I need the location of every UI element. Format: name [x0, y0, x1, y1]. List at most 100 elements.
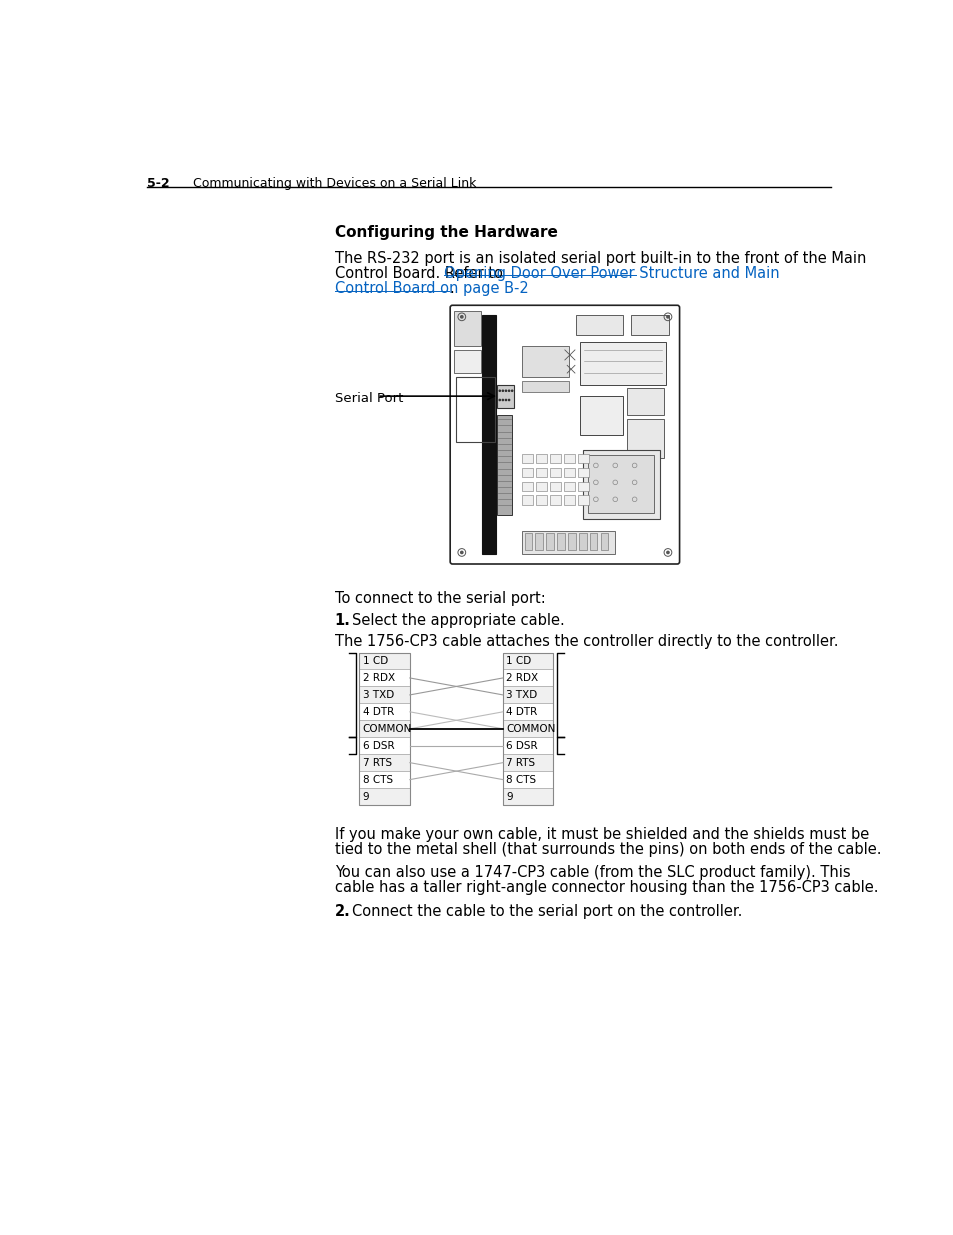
Text: The 1756-CP3 cable attaches the controller directly to the controller.: The 1756-CP3 cable attaches the controll…: [335, 634, 838, 650]
Bar: [567, 534, 575, 550]
Bar: [536, 495, 546, 505]
Circle shape: [460, 551, 462, 553]
Bar: [454, 350, 480, 373]
Bar: [546, 534, 554, 550]
Bar: [502, 771, 553, 788]
Bar: [502, 652, 553, 805]
Bar: [456, 377, 495, 442]
Text: 1.: 1.: [335, 613, 350, 627]
Bar: [521, 468, 533, 477]
Text: 9: 9: [362, 792, 369, 802]
Bar: [626, 389, 663, 415]
Bar: [550, 454, 560, 463]
Bar: [502, 669, 553, 687]
Text: 4 DTR: 4 DTR: [505, 708, 537, 718]
Bar: [502, 788, 553, 805]
Text: 9: 9: [505, 792, 512, 802]
Bar: [563, 482, 575, 490]
Bar: [502, 704, 553, 720]
Text: Serial Port: Serial Port: [335, 391, 403, 405]
Bar: [502, 737, 553, 755]
Text: Connect the cable to the serial port on the controller.: Connect the cable to the serial port on …: [352, 904, 741, 919]
Text: You can also use a 1747-CP3 cable (from the SLC product family). This: You can also use a 1747-CP3 cable (from …: [335, 864, 849, 881]
Bar: [589, 534, 597, 550]
Text: 7 RTS: 7 RTS: [362, 758, 392, 768]
Text: 3 TXD: 3 TXD: [362, 690, 394, 700]
Bar: [578, 454, 588, 463]
Bar: [579, 342, 665, 384]
Bar: [578, 482, 588, 490]
Bar: [521, 454, 533, 463]
Text: The RS-232 port is an isolated serial port built-in to the front of the Main: The RS-232 port is an isolated serial po…: [335, 251, 865, 266]
Circle shape: [666, 551, 668, 553]
Text: 1 CD: 1 CD: [505, 656, 531, 667]
Bar: [578, 468, 588, 477]
Text: Control Board on page B-2: Control Board on page B-2: [335, 282, 528, 296]
Text: 1 CD: 1 CD: [362, 656, 388, 667]
Text: 3 TXD: 3 TXD: [505, 690, 537, 700]
Bar: [521, 346, 568, 377]
Bar: [563, 468, 575, 477]
Bar: [563, 495, 575, 505]
Text: 2 RDX: 2 RDX: [505, 673, 537, 683]
Bar: [576, 315, 622, 335]
Bar: [535, 534, 542, 550]
Text: 8 CTS: 8 CTS: [505, 776, 536, 785]
Text: COMMON: COMMON: [362, 724, 412, 734]
Text: 7 RTS: 7 RTS: [505, 758, 535, 768]
Text: Opening Door Over Power Structure and Main: Opening Door Over Power Structure and Ma…: [444, 266, 780, 282]
Text: 6 DSR: 6 DSR: [505, 741, 537, 751]
Text: Communicating with Devices on a Serial Link: Communicating with Devices on a Serial L…: [193, 178, 476, 190]
Bar: [521, 495, 533, 505]
Bar: [359, 652, 410, 805]
Text: 4 DTR: 4 DTR: [362, 708, 394, 718]
Text: 5-2: 5-2: [147, 178, 170, 190]
Bar: [359, 652, 410, 669]
Text: 8 CTS: 8 CTS: [362, 776, 393, 785]
Bar: [536, 482, 546, 490]
Text: COMMON: COMMON: [505, 724, 555, 734]
Text: Configuring the Hardware: Configuring the Hardware: [335, 225, 557, 240]
Bar: [578, 534, 586, 550]
Bar: [454, 311, 480, 346]
Bar: [630, 315, 669, 335]
Text: tied to the metal shell (that surrounds the pins) on both ends of the cable.: tied to the metal shell (that surrounds …: [335, 842, 881, 857]
Bar: [524, 534, 532, 550]
Bar: [359, 704, 410, 720]
Bar: [550, 495, 560, 505]
Bar: [521, 482, 533, 490]
Bar: [578, 495, 588, 505]
Bar: [550, 468, 560, 477]
Text: If you make your own cable, it must be shielded and the shields must be: If you make your own cable, it must be s…: [335, 826, 868, 841]
FancyBboxPatch shape: [450, 305, 679, 564]
Bar: [359, 737, 410, 755]
Bar: [497, 384, 514, 408]
Text: 6 DSR: 6 DSR: [362, 741, 394, 751]
Bar: [626, 419, 663, 458]
Bar: [502, 720, 553, 737]
Bar: [521, 531, 615, 555]
Bar: [563, 454, 575, 463]
Text: Control Board. Refer to: Control Board. Refer to: [335, 266, 507, 282]
Text: .: .: [449, 282, 454, 296]
Bar: [359, 720, 410, 737]
Bar: [502, 687, 553, 704]
Bar: [521, 380, 568, 393]
Circle shape: [460, 316, 462, 317]
Bar: [579, 396, 622, 435]
Bar: [502, 652, 553, 669]
Text: 2 RDX: 2 RDX: [362, 673, 395, 683]
Bar: [582, 450, 659, 520]
Bar: [359, 687, 410, 704]
Text: To connect to the serial port:: To connect to the serial port:: [335, 592, 545, 606]
Bar: [587, 456, 654, 514]
Bar: [497, 415, 512, 515]
Bar: [359, 755, 410, 771]
Bar: [536, 454, 546, 463]
Circle shape: [666, 316, 668, 317]
Bar: [359, 788, 410, 805]
Bar: [359, 669, 410, 687]
Text: cable has a taller right-angle connector housing than the 1756-CP3 cable.: cable has a taller right-angle connector…: [335, 881, 878, 895]
Bar: [359, 771, 410, 788]
Bar: [536, 468, 546, 477]
